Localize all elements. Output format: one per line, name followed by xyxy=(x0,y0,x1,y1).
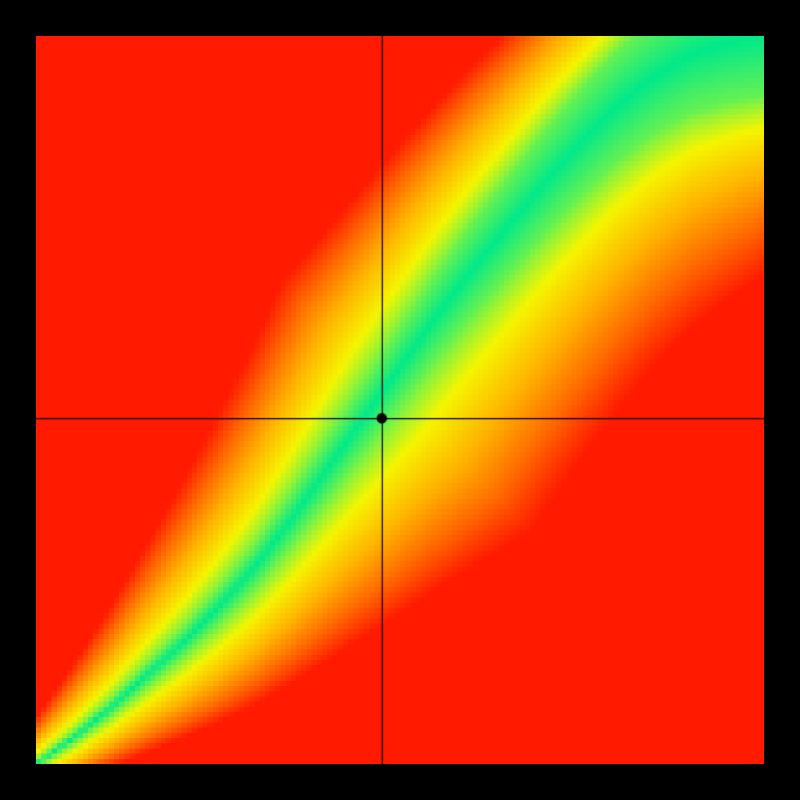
watermark-text: TheBottleneck.com xyxy=(563,8,766,34)
crosshair-overlay xyxy=(0,0,800,800)
chart-container: TheBottleneck.com xyxy=(0,0,800,800)
